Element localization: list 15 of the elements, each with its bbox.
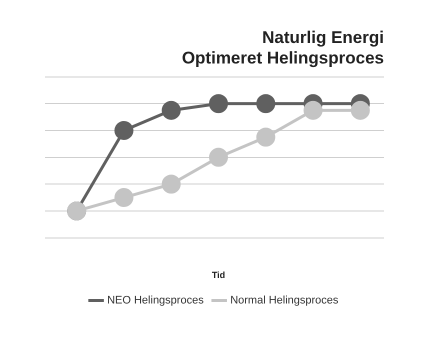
point xyxy=(209,148,228,167)
point xyxy=(209,94,228,114)
point xyxy=(256,128,276,147)
text: Naturlig Energi xyxy=(262,28,384,47)
point xyxy=(114,120,134,140)
point xyxy=(350,100,370,120)
legend-label: Normal Helingsproces xyxy=(230,294,339,307)
text: Optimeret Helingsproces xyxy=(182,48,384,68)
x-axis-title: Tid xyxy=(212,270,226,280)
point xyxy=(162,100,181,120)
point xyxy=(304,100,323,120)
legend-label: NEO Helingsproces xyxy=(107,294,204,307)
point xyxy=(256,94,276,114)
point xyxy=(162,174,181,194)
point xyxy=(114,188,134,208)
